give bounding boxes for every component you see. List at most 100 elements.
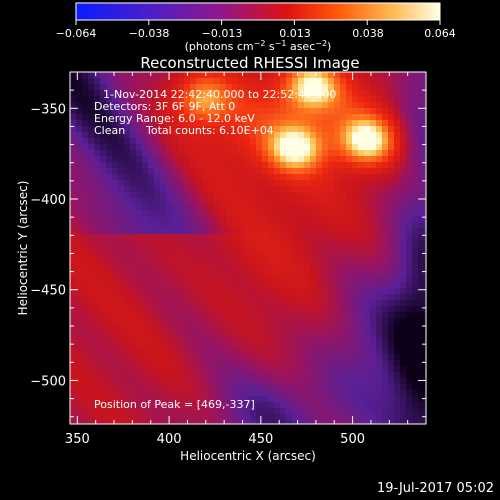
heatmap-cell	[376, 234, 383, 241]
heatmap-cell	[328, 168, 335, 175]
heatmap-cell	[244, 276, 251, 283]
heatmap-cell	[322, 240, 329, 247]
heatmap-cell	[238, 234, 245, 241]
heatmap-cell	[166, 216, 173, 223]
heatmap-cell	[328, 84, 335, 91]
heatmap-cell	[166, 378, 173, 385]
heatmap-cell	[148, 360, 155, 367]
heatmap-cell	[160, 420, 167, 424]
heatmap-cell	[70, 180, 77, 187]
heatmap-cell	[304, 72, 311, 79]
heatmap-cell	[412, 378, 419, 385]
heatmap-cell	[94, 96, 101, 103]
heatmap-cell	[262, 330, 269, 337]
heatmap-cell	[94, 420, 101, 424]
heatmap-cell	[112, 258, 119, 265]
heatmap-cell	[250, 204, 257, 211]
heatmap-cell	[136, 408, 143, 415]
heatmap-cell	[196, 78, 203, 85]
heatmap-cell	[400, 360, 407, 367]
heatmap-cell	[76, 414, 83, 421]
heatmap-cell	[190, 162, 197, 169]
heatmap-cell	[424, 78, 426, 85]
heatmap-cell	[406, 180, 413, 187]
heatmap-cell	[106, 366, 113, 373]
heatmap-cell	[172, 204, 179, 211]
heatmap-cell	[172, 384, 179, 391]
heatmap-cell	[376, 360, 383, 367]
heatmap-cell	[208, 168, 215, 175]
heatmap-cell	[424, 336, 426, 343]
heatmap-cell	[412, 252, 419, 259]
heatmap-cell	[70, 192, 77, 199]
heatmap-cell	[256, 354, 263, 361]
heatmap-cell	[310, 264, 317, 271]
heatmap-cell	[214, 282, 221, 289]
heatmap-cell	[100, 168, 107, 175]
heatmap-cell	[208, 108, 215, 115]
heatmap-cell	[196, 384, 203, 391]
heatmap-cell	[250, 372, 257, 379]
heatmap-cell	[88, 396, 95, 403]
heatmap-cell	[172, 258, 179, 265]
heatmap-cell	[70, 72, 77, 79]
heatmap-cell	[358, 186, 365, 193]
heatmap-cell	[238, 126, 245, 133]
heatmap-cell	[388, 396, 395, 403]
heatmap-cell	[340, 240, 347, 247]
heatmap-cell	[292, 294, 299, 301]
heatmap-cell	[172, 72, 179, 79]
heatmap-cell	[208, 306, 215, 313]
heatmap-cell	[112, 156, 119, 163]
heatmap-cell	[94, 120, 101, 127]
heatmap-cell	[328, 252, 335, 259]
heatmap-cell	[172, 402, 179, 409]
heatmap-cell	[82, 342, 89, 349]
heatmap-cell	[310, 420, 317, 424]
heatmap-cell	[202, 174, 209, 181]
heatmap-cell	[310, 360, 317, 367]
heatmap-cell	[232, 168, 239, 175]
heatmap-cell	[316, 138, 323, 145]
x-tick-label: 350	[65, 432, 90, 447]
heatmap-cell	[358, 282, 365, 289]
heatmap-cell	[358, 306, 365, 313]
heatmap-cell	[112, 96, 119, 103]
plot-frame	[69, 71, 427, 425]
heatmap-cell	[202, 414, 209, 421]
heatmap-cell	[340, 90, 347, 97]
heatmap-cell	[124, 180, 131, 187]
heatmap-cell	[394, 312, 401, 319]
heatmap-cell	[178, 312, 185, 319]
heatmap-cell	[376, 228, 383, 235]
heatmap-cell	[166, 150, 173, 157]
heatmap-cell	[226, 150, 233, 157]
heatmap-cell	[130, 264, 137, 271]
heatmap-cell	[100, 258, 107, 265]
heatmap-cell	[154, 246, 161, 253]
heatmap-cell	[142, 78, 149, 85]
heatmap-cell	[160, 228, 167, 235]
heatmap-cell	[220, 390, 227, 397]
heatmap-cell	[388, 282, 395, 289]
heatmap-cell	[268, 378, 275, 385]
heatmap-cell	[82, 234, 89, 241]
heatmap-cell	[220, 312, 227, 319]
heatmap-cell	[154, 102, 161, 109]
heatmap-cell	[406, 360, 413, 367]
heatmap-cell	[268, 126, 275, 133]
heatmap-cell	[178, 192, 185, 199]
heatmap-cell	[118, 150, 125, 157]
heatmap-cell	[184, 216, 191, 223]
heatmap-cell	[154, 336, 161, 343]
heatmap-cell	[298, 402, 305, 409]
heatmap-cell	[256, 168, 263, 175]
heatmap-cell	[238, 264, 245, 271]
heatmap-cell	[286, 222, 293, 229]
heatmap-cell	[274, 234, 281, 241]
heatmap-cell	[292, 324, 299, 331]
heatmap-cell	[82, 216, 89, 223]
heatmap-cell	[148, 222, 155, 229]
heatmap-cell	[166, 132, 173, 139]
heatmap-cell	[76, 420, 83, 424]
